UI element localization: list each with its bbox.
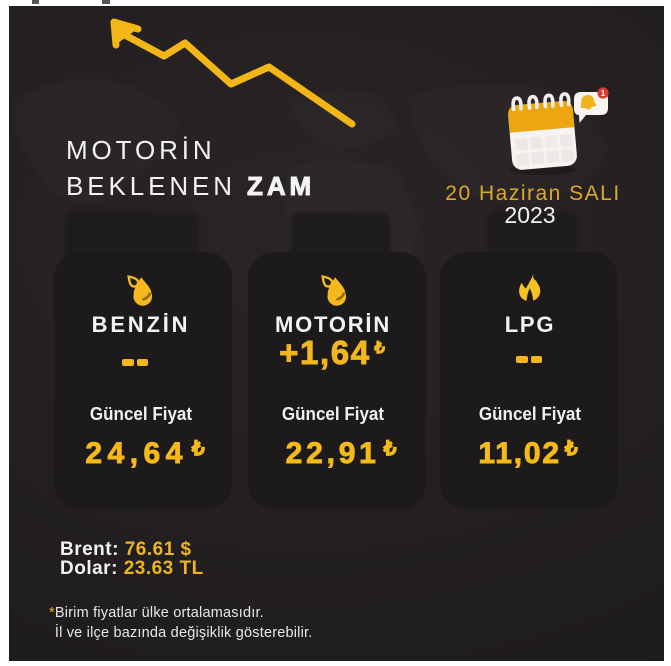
svg-text:1: 1 (601, 88, 606, 98)
